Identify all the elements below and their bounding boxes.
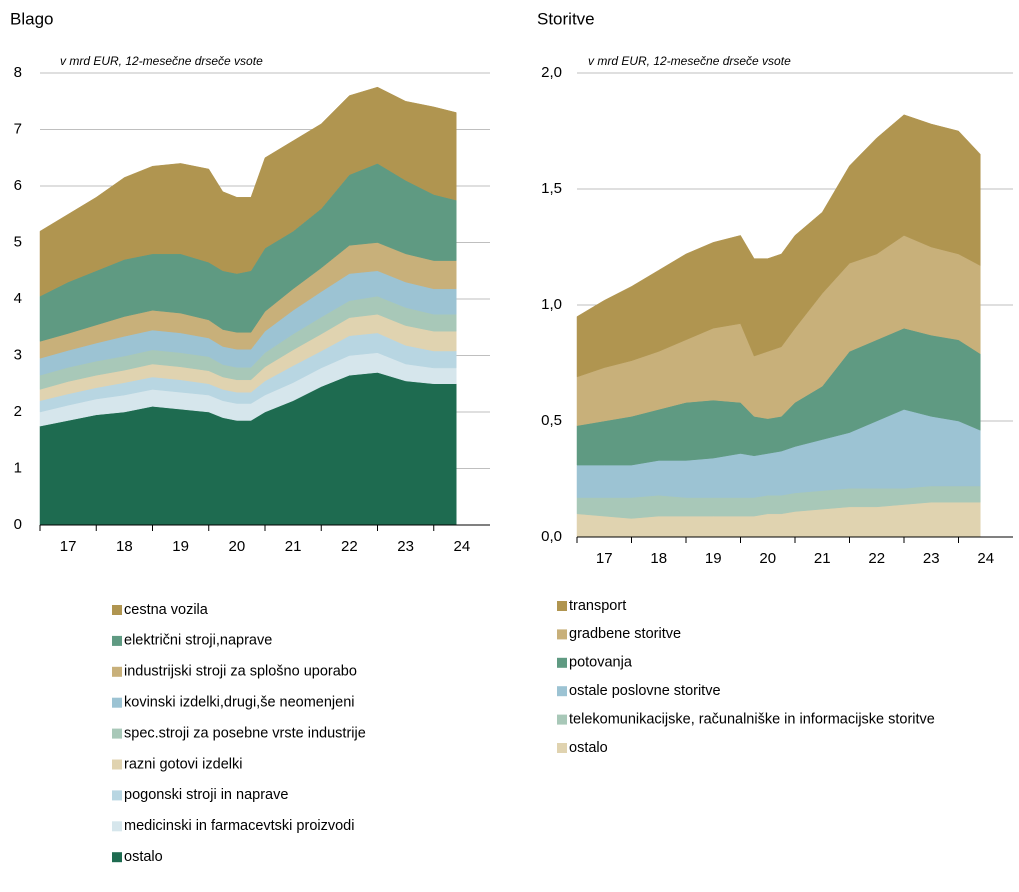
x-tick-label: 21 <box>814 550 831 567</box>
legend-swatch <box>112 635 122 646</box>
legend-label: električni stroji,naprave <box>124 633 272 649</box>
chart-title: Storitve <box>537 9 595 28</box>
legend-swatch <box>557 743 567 753</box>
y-tick-label: 8 <box>14 64 22 81</box>
legend-label: ostalo <box>124 849 163 865</box>
legend-swatch <box>112 759 122 770</box>
legend-swatch <box>557 714 567 725</box>
y-tick-label: 1,5 <box>541 180 562 197</box>
legend-swatch <box>112 697 122 708</box>
y-tick-label: 0,0 <box>541 528 562 545</box>
legend-label: kovinski izdelki,drugi,še neomenjeni <box>124 695 355 711</box>
y-tick-label: 0 <box>14 516 22 533</box>
legend-label: spec.stroji za posebne vrste industrije <box>124 725 366 741</box>
x-tick-label: 17 <box>60 538 77 555</box>
x-tick-label: 22 <box>868 550 885 567</box>
y-tick-label: 3 <box>14 346 22 363</box>
x-tick-label: 18 <box>116 538 133 555</box>
y-tick-label: 1 <box>14 459 22 476</box>
legend-swatch <box>557 686 567 697</box>
legend-swatch <box>112 821 122 832</box>
x-tick-label: 23 <box>397 538 414 555</box>
y-tick-label: 6 <box>14 177 22 194</box>
legend-label: razni gotovi izdelki <box>124 756 242 772</box>
legend-swatch <box>112 666 122 677</box>
legend-label: potovanja <box>569 655 633 671</box>
legend-label: transport <box>569 598 626 614</box>
x-tick-label: 18 <box>650 550 667 567</box>
legend-label: ostalo <box>569 740 608 756</box>
legend-label: industrijski stroji za splošno uporabo <box>124 664 357 680</box>
legend-swatch <box>112 728 122 739</box>
x-tick-label: 21 <box>285 538 302 555</box>
x-tick-label: 17 <box>596 550 613 567</box>
legend-swatch <box>557 601 567 611</box>
y-tick-label: 5 <box>14 233 22 250</box>
x-tick-label: 20 <box>229 538 246 555</box>
subtitle: v mrd EUR, 12-mesečne drseče vsote <box>588 54 791 68</box>
y-tick-label: 7 <box>14 120 22 137</box>
subtitle: v mrd EUR, 12-mesečne drseče vsote <box>60 54 263 68</box>
x-tick-label: 23 <box>923 550 940 567</box>
x-tick-label: 22 <box>341 538 358 555</box>
chart-title: Blago <box>10 9 53 28</box>
legend-label: telekomunikacijske, računalniške in info… <box>569 711 935 727</box>
legend-swatch <box>112 852 122 863</box>
y-tick-label: 0,5 <box>541 412 562 429</box>
x-tick-label: 20 <box>759 550 776 567</box>
area <box>39 86 457 297</box>
legend-label: medicinski in farmacevtski proizvodi <box>124 818 354 834</box>
legend-label: pogonski stroji in naprave <box>124 787 288 803</box>
legend-label: ostale poslovne storitve <box>569 683 721 699</box>
x-tick-label: 24 <box>454 538 471 555</box>
x-tick-label: 19 <box>705 550 722 567</box>
y-tick-label: 4 <box>14 290 22 307</box>
legend-swatch <box>557 629 567 640</box>
legend-swatch <box>112 605 122 615</box>
legend-label: cestna vozila <box>124 602 209 618</box>
legend-swatch <box>112 790 122 801</box>
legend-label: gradbene storitve <box>569 626 681 642</box>
x-tick-label: 19 <box>172 538 189 555</box>
y-tick-label: 2 <box>14 403 22 420</box>
area <box>576 114 981 378</box>
y-tick-label: 1,0 <box>541 296 562 313</box>
y-tick-label: 2,0 <box>541 64 562 81</box>
legend-swatch <box>557 657 567 668</box>
x-tick-label: 24 <box>977 550 994 567</box>
